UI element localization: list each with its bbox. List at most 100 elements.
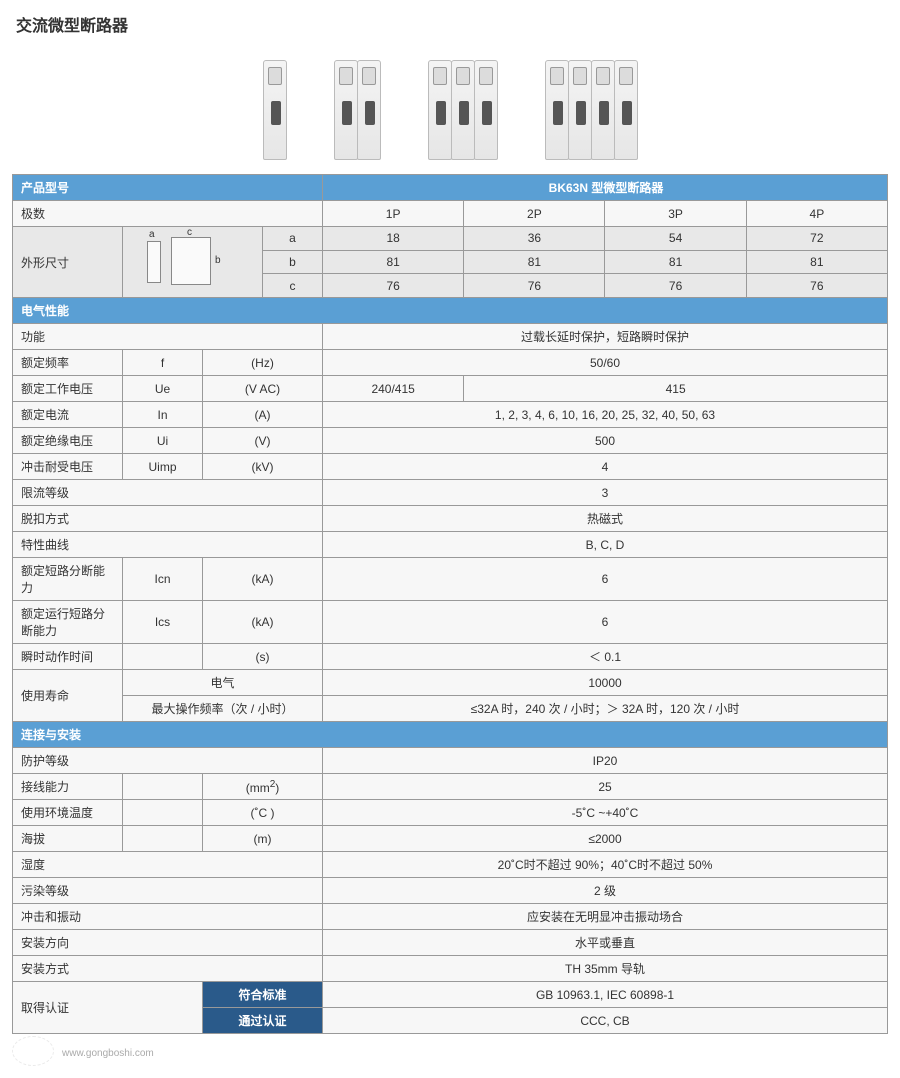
poles-2p: 2P — [464, 201, 605, 227]
dim-b-1: 81 — [323, 250, 464, 274]
conn-val-3: ≤2000 — [323, 826, 888, 852]
conn-sym-1 — [123, 774, 203, 800]
elec-val-0: 过载长延时保护，短路瞬时保护 — [323, 324, 888, 350]
elec-sym-10: Ics — [123, 601, 203, 644]
elec-label-10: 额定运行短路分断能力 — [13, 601, 123, 644]
poles-1p: 1P — [323, 201, 464, 227]
breaker-4p-image — [545, 60, 637, 160]
cert-r2-v: CCC, CB — [323, 1008, 888, 1034]
elec-label-8: 特性曲线 — [13, 532, 323, 558]
elec-label-9: 额定短路分断能力 — [13, 558, 123, 601]
conn-sym-2 — [123, 800, 203, 826]
elec-sym-3: In — [123, 402, 203, 428]
elec-val-5: 4 — [323, 454, 888, 480]
conn-label-1: 接线能力 — [13, 774, 123, 800]
life-r1-k: 电气 — [123, 670, 323, 696]
conn-sym-3 — [123, 826, 203, 852]
elec-label-2: 额定工作电压 — [13, 376, 123, 402]
elec-unit-2: (V AC) — [203, 376, 323, 402]
conn-label-5: 污染等级 — [13, 878, 323, 904]
dim-a-4: 72 — [746, 227, 887, 251]
dim-a-2: 36 — [464, 227, 605, 251]
dim-c-2: 76 — [464, 274, 605, 298]
elec-val-2-0: 240/415 — [323, 376, 464, 402]
elec-unit-10: (kA) — [203, 601, 323, 644]
conn-label-4: 湿度 — [13, 852, 323, 878]
dim-b-2: 81 — [464, 250, 605, 274]
cert-r1-k: 符合标准 — [203, 982, 323, 1008]
conn-label-3: 海拔 — [13, 826, 123, 852]
conn-val-0: IP20 — [323, 748, 888, 774]
elec-sym-1: f — [123, 350, 203, 376]
elec-label-11: 瞬时动作时间 — [13, 644, 123, 670]
elec-label-5: 冲击耐受电压 — [13, 454, 123, 480]
life-label: 使用寿命 — [13, 670, 123, 722]
product-image-row — [12, 44, 888, 174]
elec-sym-2: Ue — [123, 376, 203, 402]
model-label: 产品型号 — [13, 175, 323, 201]
conn-label-2: 使用环境温度 — [13, 800, 123, 826]
elec-sym-9: Icn — [123, 558, 203, 601]
dims-diagram: acb — [123, 227, 263, 298]
dim-b-key: b — [263, 250, 323, 274]
elec-val-9: 6 — [323, 558, 888, 601]
elec-label-1: 额定频率 — [13, 350, 123, 376]
elec-label-6: 限流等级 — [13, 480, 323, 506]
dim-c-1: 76 — [323, 274, 464, 298]
elec-val-8: B, C, D — [323, 532, 888, 558]
dim-b-3: 81 — [605, 250, 746, 274]
elec-unit-9: (kA) — [203, 558, 323, 601]
poles-label: 极数 — [13, 201, 323, 227]
watermark-row: www.gongboshi.com — [12, 1036, 888, 1066]
elec-label-4: 额定绝缘电压 — [13, 428, 123, 454]
dim-a-1: 18 — [323, 227, 464, 251]
conn-val-8: TH 35mm 导轨 — [323, 956, 888, 982]
elec-val-7: 热磁式 — [323, 506, 888, 532]
dim-a-key: a — [263, 227, 323, 251]
elec-unit-4: (V) — [203, 428, 323, 454]
dim-a-3: 54 — [605, 227, 746, 251]
breaker-2p-image — [334, 60, 380, 160]
dim-b-4: 81 — [746, 250, 887, 274]
conn-val-5: 2 级 — [323, 878, 888, 904]
elec-sym-5: Uimp — [123, 454, 203, 480]
elec-unit-11: (s) — [203, 644, 323, 670]
elec-label-7: 脱扣方式 — [13, 506, 323, 532]
conn-unit-1: (mm2) — [203, 774, 323, 800]
elec-label-3: 额定电流 — [13, 402, 123, 428]
poles-4p: 4P — [746, 201, 887, 227]
elec-val-10: 6 — [323, 601, 888, 644]
page-title: 交流微型断路器 — [12, 12, 888, 36]
dim-c-key: c — [263, 274, 323, 298]
cert-label: 取得认证 — [13, 982, 203, 1034]
elec-unit-5: (kV) — [203, 454, 323, 480]
breaker-1p-image — [263, 60, 286, 160]
conn-label-6: 冲击和振动 — [13, 904, 323, 930]
elec-val-1: 50/60 — [323, 350, 888, 376]
elec-val-2-1: 415 — [464, 376, 888, 402]
cert-r1-v: GB 10963.1, IEC 60898-1 — [323, 982, 888, 1008]
elec-unit-3: (A) — [203, 402, 323, 428]
elec-sym-11 — [123, 644, 203, 670]
poles-3p: 3P — [605, 201, 746, 227]
elec-sym-4: Ui — [123, 428, 203, 454]
watermark-url: www.gongboshi.com — [60, 1044, 154, 1059]
elec-label-0: 功能 — [13, 324, 323, 350]
elec-val-6: 3 — [323, 480, 888, 506]
conn-val-7: 水平或垂直 — [323, 930, 888, 956]
dim-c-4: 76 — [746, 274, 887, 298]
conn-unit-3: (m) — [203, 826, 323, 852]
elec-val-4: 500 — [323, 428, 888, 454]
spec-table: 产品型号 BK63N 型微型断路器 极数 1P 2P 3P 4P 外形尺寸 ac… — [12, 174, 888, 1034]
life-r2-k: 最大操作频率（次 / 小时） — [123, 696, 323, 722]
conn-unit-2: (˚C ) — [203, 800, 323, 826]
elec-val-3: 1, 2, 3, 4, 6, 10, 16, 20, 25, 32, 40, 5… — [323, 402, 888, 428]
elec-unit-1: (Hz) — [203, 350, 323, 376]
model-value: BK63N 型微型断路器 — [323, 175, 888, 201]
conn-label-8: 安装方式 — [13, 956, 323, 982]
dim-c-3: 76 — [605, 274, 746, 298]
conn-val-1: 25 — [323, 774, 888, 800]
conn-val-2: -5˚C ~+40˚C — [323, 800, 888, 826]
conn-val-4: 20˚C时不超过 90%；40˚C时不超过 50% — [323, 852, 888, 878]
conn-val-6: 应安装在无明显冲击振动场合 — [323, 904, 888, 930]
